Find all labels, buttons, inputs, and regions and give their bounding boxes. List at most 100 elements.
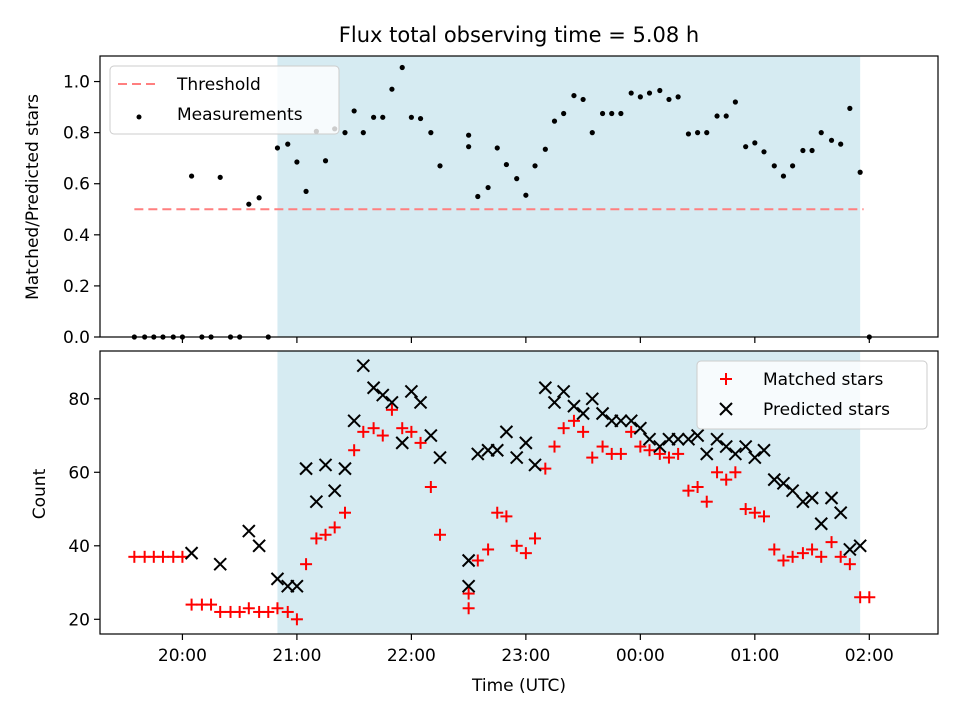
measurement-point: [485, 184, 491, 191]
matched-star-point: [205, 598, 218, 611]
measurement-point: [417, 115, 424, 122]
matched-star-point: [643, 444, 656, 457]
legend-measurements-label: Measurements: [177, 105, 303, 125]
ratio-observing-window: [277, 56, 861, 337]
predicted-star-point: [270, 572, 285, 586]
matched-star-point: [214, 605, 227, 618]
predicted-star-point: [833, 506, 848, 520]
chart-title: Flux total observing time = 5.08 h: [339, 23, 699, 47]
matched-star-point: [768, 543, 781, 556]
measurement-point: [371, 114, 377, 120]
matched-star-point: [462, 602, 475, 615]
count-xtick-label: 21:00: [272, 646, 321, 666]
predicted-star-point: [805, 491, 819, 505]
measurement-point: [752, 140, 758, 146]
predicted-star-point: [471, 447, 485, 461]
ratio-ytick-label: 0.2: [63, 277, 90, 297]
predicted-star-point: [327, 483, 342, 498]
predicted-star-point: [356, 358, 371, 373]
predicted-star-point: [767, 472, 781, 487]
predicted-star-point: [624, 414, 638, 428]
measurement-point: [714, 113, 720, 119]
measurement-point: [723, 113, 729, 119]
matched-star-point: [720, 473, 733, 486]
measurement-point: [246, 201, 252, 207]
matched-star-point: [825, 536, 838, 549]
ratio-ytick-label: 0.0: [63, 328, 90, 348]
matched-star-point: [500, 510, 513, 523]
matched-star-point: [434, 528, 447, 541]
measurement-point: [437, 163, 443, 169]
count-xtick-label: 01:00: [730, 646, 779, 666]
predicted-star-point: [595, 406, 610, 421]
measurement-point: [294, 159, 300, 165]
matched-star-point: [529, 532, 542, 545]
predicted-star-point: [748, 450, 762, 465]
matched-star-point: [491, 506, 504, 519]
measurement-point: [322, 158, 329, 164]
matched-star-point: [729, 466, 742, 479]
matched-star-point: [691, 480, 704, 493]
measurement-point: [523, 192, 529, 198]
measurement-point: [514, 176, 520, 182]
matched-star-point: [281, 605, 294, 618]
predicted-star-point: [499, 425, 514, 439]
matched-star-point: [548, 440, 561, 453]
matched-star-point: [482, 543, 495, 556]
predicted-star-point: [404, 384, 419, 399]
predicted-star-point: [318, 458, 333, 472]
matched-star-point: [128, 550, 141, 563]
matched-star-point: [748, 506, 761, 519]
matched-star-point: [242, 602, 255, 615]
measurement-point: [542, 146, 548, 152]
ratio-ylabel: Matched/Predicted stars: [23, 94, 43, 300]
matched-star-point: [786, 550, 799, 563]
measurement-point: [380, 114, 386, 120]
measurement-point: [685, 131, 692, 137]
matched-star-point: [662, 451, 675, 464]
predicted-star-point: [309, 494, 324, 509]
measurement-point: [342, 130, 348, 136]
matched-star-point: [385, 403, 398, 416]
predicted-star-point: [184, 546, 199, 560]
predicted-star-point: [728, 447, 743, 461]
count-xtick-label: 02:00: [845, 646, 894, 666]
measurement-point: [532, 163, 538, 169]
measurement-point: [303, 188, 309, 194]
count-panel: 20 40 60 80 20:00 21:00 22:00 23:00 00:00 01:00 02…: [30, 350, 939, 696]
measurement-point: [609, 110, 615, 117]
predicted-star-point: [213, 557, 227, 571]
count-xtick-label: 23:00: [501, 646, 550, 666]
ratio-ytick-label: 1.0: [63, 73, 90, 93]
predicted-star-point: [376, 388, 390, 402]
matched-star-point: [519, 547, 532, 560]
predicted-star-point: [556, 384, 571, 399]
predicted-star-point: [290, 579, 304, 593]
measurement-point: [838, 141, 844, 147]
matched-star-point: [462, 587, 475, 600]
predicted-star-point: [347, 414, 361, 428]
matched-star-point: [405, 425, 418, 438]
matched-star-point: [596, 440, 609, 453]
predicted-star-point: [490, 443, 504, 457]
matched-star-point: [711, 466, 724, 479]
predicted-star-point: [547, 395, 562, 410]
count-ytick-label: 80: [68, 390, 90, 410]
predicted-star-point: [433, 450, 447, 465]
count-ytick-label: 60: [68, 463, 90, 483]
count-xtick-label: 20:00: [158, 646, 207, 666]
matched-star-point: [625, 425, 638, 438]
ratio-ytick-label: 0.8: [63, 124, 90, 144]
predicted-star-point: [653, 439, 667, 454]
predicted-star-point: [843, 542, 857, 557]
measurement-point: [351, 108, 357, 114]
matched-star-point: [614, 447, 627, 460]
matched-star-point: [739, 503, 752, 516]
measurement-point: [657, 87, 663, 94]
measurement-point: [637, 94, 643, 100]
predicted-star-point: [299, 461, 313, 476]
matched-star-point: [815, 550, 828, 563]
measurement-point: [847, 105, 853, 111]
count-legend: Matched stars Predicted stars: [696, 360, 928, 430]
predicted-star-point: [738, 439, 753, 454]
